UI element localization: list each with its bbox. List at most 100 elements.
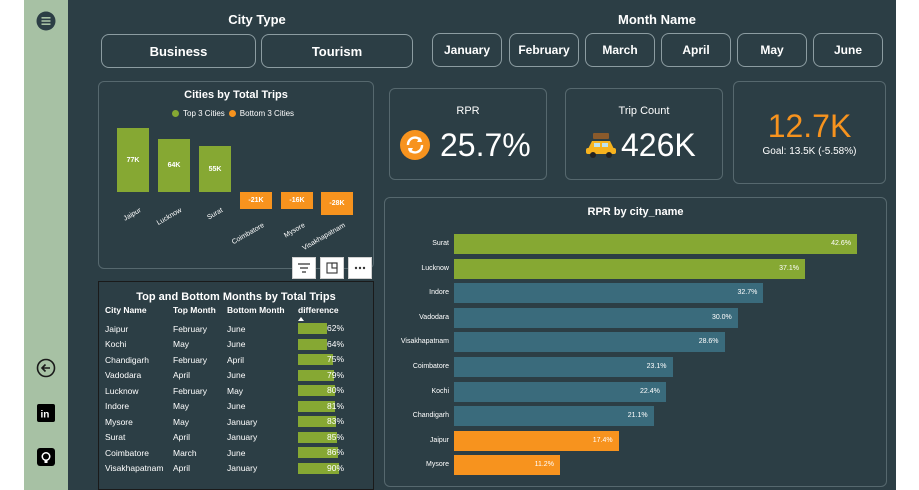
difference-cell: 81%	[298, 399, 344, 415]
city-type-business-button[interactable]: Business	[101, 34, 256, 68]
month-june-button[interactable]: June	[813, 33, 883, 67]
menu-icon[interactable]	[36, 11, 56, 31]
rpr-chart-title: RPR by city_name	[587, 206, 684, 218]
top-month-cell: February	[173, 354, 208, 365]
svg-text:in: in	[41, 410, 50, 421]
rpr-bar[interactable]: 28.6%	[454, 332, 725, 353]
rpr-bar-row[interactable]: Vadodara 30.0%	[385, 307, 885, 328]
rpr-bar-row[interactable]: Visakhapatnam 28.6%	[385, 332, 885, 353]
legend-marker-top	[172, 110, 179, 117]
city-name-cell: Coimbatore	[105, 447, 149, 458]
difference-data-bar	[298, 338, 327, 350]
rpr-bar-row[interactable]: Chandigarh 21.1%	[385, 406, 885, 427]
table-row[interactable]: Kochi May June 64%	[105, 337, 344, 353]
city-name-cell: Surat	[105, 432, 126, 443]
table-row[interactable]: Surat April January 85%	[105, 430, 344, 446]
table-row[interactable]: Indore May June 81%	[105, 399, 344, 415]
focus-mode-icon[interactable]	[320, 257, 344, 279]
rpr-kpi-value: 25.7%	[440, 127, 531, 163]
cities-bar-value-label: 64K	[167, 161, 181, 169]
difference-data-bar	[298, 431, 337, 443]
cities-chart-title: Cities by Total Trips	[184, 89, 288, 101]
cities-bar-value-label: 77K	[126, 156, 140, 164]
bottom-month-cell: June	[227, 323, 246, 334]
city-type-tourism-button[interactable]: Tourism	[261, 34, 413, 68]
table-row[interactable]: Visakhapatnam April January 90%	[105, 461, 344, 477]
top-month-cell: April	[173, 432, 191, 443]
month-may-button[interactable]: May	[737, 33, 807, 67]
rpr-kpi-card[interactable]: RPR 25.7%	[389, 88, 547, 180]
month-january-button[interactable]: January	[432, 33, 502, 67]
bottom-month-cell: May	[227, 385, 244, 396]
top-month-cell: March	[173, 447, 197, 458]
trip-count-kpi-value: 426K	[621, 127, 696, 163]
table-row[interactable]: Lucknow February May 80%	[105, 383, 344, 399]
column-header-bottom-month[interactable]: Bottom Month	[227, 305, 285, 315]
more-options-icon[interactable]	[348, 257, 372, 279]
rpr-bar[interactable]: 37.1%	[454, 258, 805, 279]
bottom-month-cell: January	[227, 432, 258, 443]
rpr-bar[interactable]: 23.1%	[454, 357, 673, 377]
rpr-bar-row[interactable]: Lucknow 37.1%	[385, 258, 885, 279]
cities-bar-value-label: -21K	[248, 197, 264, 205]
cities-bar-value-label: -16K	[289, 197, 305, 204]
difference-value: 62%	[326, 323, 344, 333]
month-april-button[interactable]: April	[661, 33, 731, 67]
months-table-header-row: City Name Top Month Bottom Month differe…	[105, 305, 344, 321]
difference-cell: 83%	[298, 414, 344, 430]
month-march-button[interactable]: March	[585, 33, 655, 67]
rpr-bar-value-label: 11.2%	[534, 461, 554, 469]
difference-cell: 64%	[298, 337, 344, 353]
difference-value: 64%	[326, 338, 344, 349]
table-row[interactable]: Coimbatore March June 86%	[105, 445, 344, 461]
month-february-button[interactable]: February	[509, 33, 579, 67]
rpr-bar[interactable]: 21.1%	[454, 406, 654, 427]
cities-bar[interactable]: -21K	[240, 192, 272, 210]
bottom-month-cell: June	[227, 339, 246, 350]
rpr-bar-row[interactable]: Indore 32.7%	[385, 283, 885, 304]
city-name-cell: Lucknow	[105, 385, 139, 396]
filter-icon[interactable]	[292, 257, 316, 279]
rpr-bar[interactable]: 11.2%	[454, 455, 560, 476]
cities-bar[interactable]: 64K	[158, 138, 190, 192]
rpr-bar[interactable]: 30.0%	[454, 307, 738, 328]
difference-value: 79%	[326, 369, 344, 380]
rpr-bar[interactable]: 42.6%	[454, 234, 857, 254]
difference-data-bar	[298, 385, 335, 396]
rpr-bar[interactable]: 17.4%	[454, 430, 619, 451]
column-header-difference[interactable]: difference	[298, 305, 344, 321]
rpr-bar-row[interactable]: Mysore 11.2%	[385, 455, 885, 476]
column-header-city-name[interactable]: City Name	[105, 305, 147, 315]
cities-bar[interactable]: 77K	[117, 128, 149, 192]
github-icon[interactable]	[36, 447, 56, 467]
back-arrow-icon[interactable]	[36, 358, 56, 378]
difference-cell: 85%	[298, 430, 344, 446]
difference-value: 86%	[326, 447, 344, 457]
column-header-top-month[interactable]: Top Month	[173, 305, 216, 315]
goal-kpi-card[interactable]: 12.7K Goal: 13.5K (-5.58%)	[733, 81, 886, 184]
rpr-bar-row[interactable]: Jaipur 17.4%	[385, 430, 885, 451]
table-row[interactable]: Mysore May January 83%	[105, 414, 344, 430]
difference-data-bar	[298, 416, 336, 427]
rpr-bar-row[interactable]: Surat 42.6%	[385, 234, 885, 254]
table-row[interactable]: Chandigarh February April 75%	[105, 352, 344, 368]
top-month-cell: May	[173, 401, 190, 412]
rpr-bar-row[interactable]: Coimbatore 23.1%	[385, 357, 885, 377]
difference-data-bar	[298, 462, 339, 474]
cities-bar[interactable]: -28K	[321, 192, 353, 216]
difference-data-bar	[298, 447, 338, 458]
rpr-bar[interactable]: 32.7%	[454, 283, 764, 304]
trip-count-kpi-card[interactable]: Trip Count 426K	[565, 88, 723, 180]
rpr-bar[interactable]: 22.4%	[454, 381, 666, 402]
table-row[interactable]: Jaipur February June 62%	[105, 321, 344, 337]
table-row[interactable]: Vadodara April June 79%	[105, 368, 344, 384]
trip-count-kpi-label: Trip Count	[618, 105, 670, 117]
linkedin-icon[interactable]: in	[36, 403, 56, 423]
rpr-bar-row[interactable]: Kochi 22.4%	[385, 381, 885, 402]
cities-bar-value-label: -28K	[329, 200, 345, 208]
bottom-month-cell: April	[227, 354, 245, 365]
difference-data-bar	[298, 354, 333, 365]
cities-bar[interactable]: 55K	[199, 146, 231, 192]
cities-bar[interactable]: -16K	[281, 192, 313, 209]
